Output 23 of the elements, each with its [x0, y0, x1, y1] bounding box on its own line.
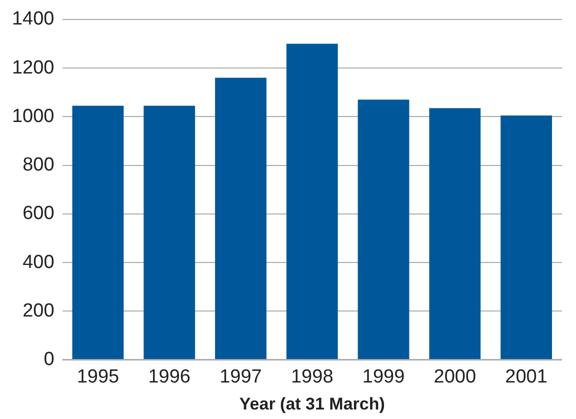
y-tick-label: 800	[22, 154, 54, 176]
y-tick-label: 1000	[12, 106, 54, 127]
x-tick-label: 2000	[434, 366, 476, 388]
bar	[215, 78, 266, 360]
bar	[72, 106, 124, 360]
x-tick-label: 2001	[505, 366, 548, 388]
y-tick-label: 400	[22, 252, 54, 273]
x-axis-title: Year (at 31 March)	[239, 394, 385, 414]
y-tick-label: 1400	[12, 8, 54, 30]
x-tick-label: 1998	[290, 366, 334, 388]
y-tick-label: 1200	[12, 57, 54, 78]
x-tick-label: 1997	[220, 366, 262, 388]
bar	[500, 115, 552, 360]
y-tick-label: 600	[22, 203, 54, 224]
y-tick-label: 200	[22, 300, 54, 322]
x-tick-label: 1999	[362, 366, 405, 388]
bar	[144, 106, 196, 360]
x-tick-label: 1996	[148, 366, 190, 388]
bar	[286, 44, 338, 360]
x-tick-label: 1995	[76, 366, 120, 388]
bar	[358, 100, 410, 360]
bar	[429, 108, 481, 360]
y-tick-label: 0	[44, 349, 54, 370]
